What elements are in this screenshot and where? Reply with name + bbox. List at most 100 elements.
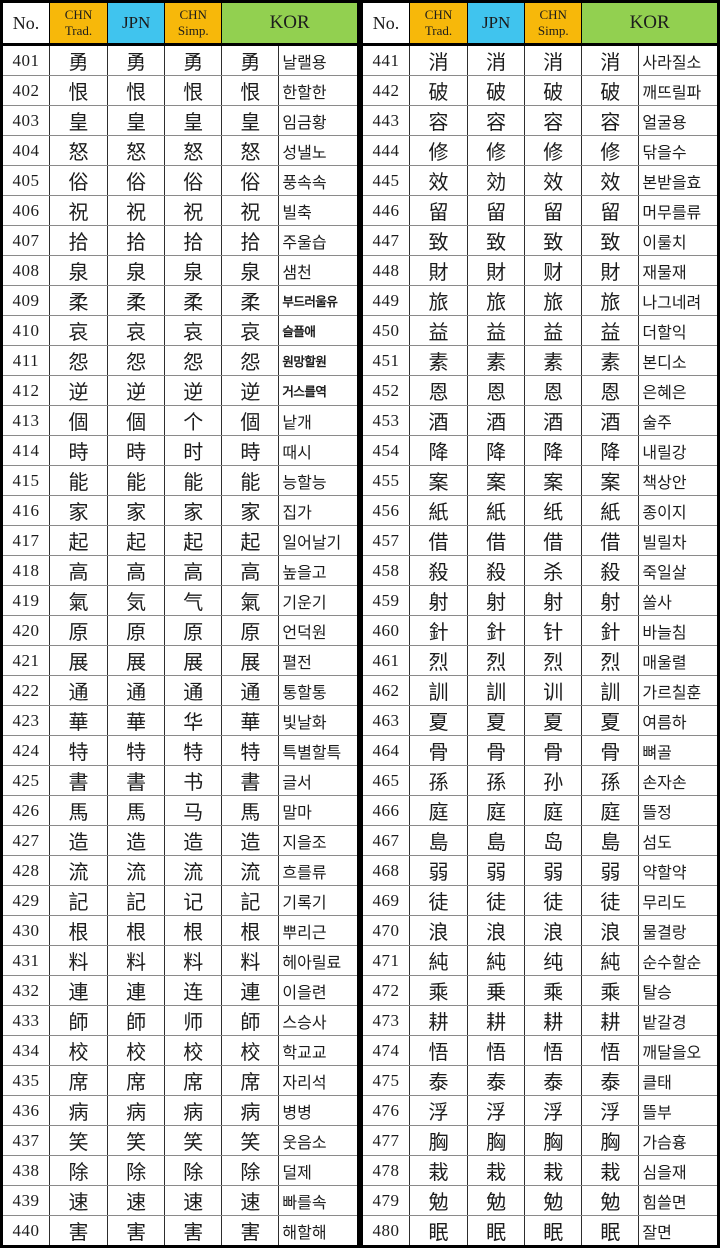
jpn-char: 烈	[467, 645, 526, 676]
kor-hanja-char: 素	[581, 345, 640, 376]
kor-reading: 펼전	[278, 645, 359, 676]
kor-reading: 이룰치	[638, 225, 719, 256]
kor-reading: 부드러울유	[278, 285, 359, 316]
chn-trad-char: 師	[48, 1005, 109, 1036]
row-number: 419	[1, 585, 50, 616]
jpn-char: 俗	[107, 165, 166, 196]
chn-simp-char: 夏	[524, 705, 583, 736]
table-row: 471 純純纯純 순수할순	[361, 945, 719, 976]
kor-reading: 빌릴차	[638, 525, 719, 556]
kor-reading: 특별할특	[278, 735, 359, 766]
table-row: 404 怒怒怒怒 성낼노	[1, 135, 359, 166]
jpn-char: 留	[467, 195, 526, 226]
jpn-char: 原	[107, 615, 166, 646]
chn-trad-char: 書	[48, 765, 109, 796]
jpn-char: 校	[107, 1035, 166, 1066]
row-number: 445	[361, 165, 410, 196]
chn-trad-char: 旅	[408, 285, 469, 316]
table-row: 461 烈烈烈烈 매울렬	[361, 645, 719, 676]
chn-simp-char: 益	[524, 315, 583, 346]
row-number: 464	[361, 735, 410, 766]
chn-simp-char: 连	[164, 975, 223, 1006]
jpn-char: 悟	[467, 1035, 526, 1066]
chn-simp-char: 气	[164, 585, 223, 616]
table-row: 421 展展展展 펼전	[1, 645, 359, 676]
kor-hanja-char: 殺	[581, 555, 640, 586]
table-row: 406 祝祝祝祝 빌축	[1, 195, 359, 226]
kor-hanja-char: 降	[581, 435, 640, 466]
kor-hanja-char: 個	[221, 405, 280, 436]
jpn-char: 耕	[467, 1005, 526, 1036]
row-number: 404	[1, 135, 50, 166]
chn-trad-char: 根	[48, 915, 109, 946]
jpn-char: 庭	[467, 795, 526, 826]
kor-reading: 이을련	[278, 975, 359, 1006]
table-row: 463 夏夏夏夏 여름하	[361, 705, 719, 736]
row-number: 426	[1, 795, 50, 826]
table-row: 458 殺殺杀殺 죽일살	[361, 555, 719, 586]
kor-reading: 뜰정	[638, 795, 719, 826]
row-number: 436	[1, 1095, 50, 1126]
kor-reading: 섬도	[638, 825, 719, 856]
row-number: 406	[1, 195, 50, 226]
chn-trad-char: 勇	[48, 44, 109, 76]
chn-trad-char: 浮	[408, 1095, 469, 1126]
jpn-char: 高	[107, 555, 166, 586]
kor-reading: 밭갈경	[638, 1005, 719, 1036]
jpn-char: 益	[467, 315, 526, 346]
chn-simp-char: 校	[164, 1035, 223, 1066]
header-chn-trad-line1: CHN	[64, 7, 93, 23]
row-number: 450	[361, 315, 410, 346]
table-row: 417 起起起起 일어날기	[1, 525, 359, 556]
chn-trad-char: 浪	[408, 915, 469, 946]
kor-hanja-char: 乘	[581, 975, 640, 1006]
jpn-char: 純	[467, 945, 526, 976]
chn-simp-char: 弱	[524, 855, 583, 886]
jpn-char: 素	[467, 345, 526, 376]
jpn-char: 孫	[467, 765, 526, 796]
row-number: 429	[1, 885, 50, 916]
kor-hanja-char: 流	[221, 855, 280, 886]
kor-hanja-char: 高	[221, 555, 280, 586]
jpn-char: 能	[107, 465, 166, 496]
table-row: 427 造造造造 지을조	[1, 825, 359, 856]
jpn-char: 祝	[107, 195, 166, 226]
table-row: 460 針針针針 바늘침	[361, 615, 719, 646]
row-number: 452	[361, 375, 410, 406]
chn-trad-char: 容	[408, 105, 469, 136]
chn-trad-char: 紙	[408, 495, 469, 526]
row-number: 472	[361, 975, 410, 1006]
jpn-char: 弱	[467, 855, 526, 886]
kor-hanja-char: 泉	[221, 255, 280, 286]
jpn-char: 骨	[467, 735, 526, 766]
row-number: 408	[1, 255, 50, 286]
kor-hanja-char: 怒	[221, 135, 280, 166]
row-number: 468	[361, 855, 410, 886]
chn-simp-char: 柔	[164, 285, 223, 316]
row-number: 413	[1, 405, 50, 436]
header-chn-simp-line2: Simp.	[177, 23, 209, 38]
row-number: 471	[361, 945, 410, 976]
kor-reading: 더할익	[638, 315, 719, 346]
row-number: 410	[1, 315, 50, 346]
table-body-0: 401 勇勇勇勇 날랠용 402 恨恨恨恨 한할한 403 皇皇皇皇 임금황 404 怒怒怒怒 성낼노…	[1, 44, 359, 1247]
chn-trad-char: 怒	[48, 135, 109, 166]
table-row: 476 浮浮浮浮 뜰부	[361, 1095, 719, 1126]
table-row: 456 紙紙纸紙 종이지	[361, 495, 719, 526]
kor-hanja-char: 留	[581, 195, 640, 226]
chn-simp-char: 眠	[524, 1215, 583, 1247]
table-row: 426 馬馬马馬 말마	[1, 795, 359, 826]
kor-reading: 빌축	[278, 195, 359, 226]
row-number: 458	[361, 555, 410, 586]
jpn-char: 怨	[107, 345, 166, 376]
jpn-char: 展	[107, 645, 166, 676]
kor-reading: 덜제	[278, 1155, 359, 1186]
kor-reading: 물결랑	[638, 915, 719, 946]
chn-simp-char: 哀	[164, 315, 223, 346]
chn-trad-char: 通	[48, 675, 109, 706]
kor-hanja-char: 浮	[581, 1095, 640, 1126]
row-number: 479	[361, 1185, 410, 1216]
jpn-char: 降	[467, 435, 526, 466]
row-number: 463	[361, 705, 410, 736]
chn-simp-char: 起	[164, 525, 223, 556]
